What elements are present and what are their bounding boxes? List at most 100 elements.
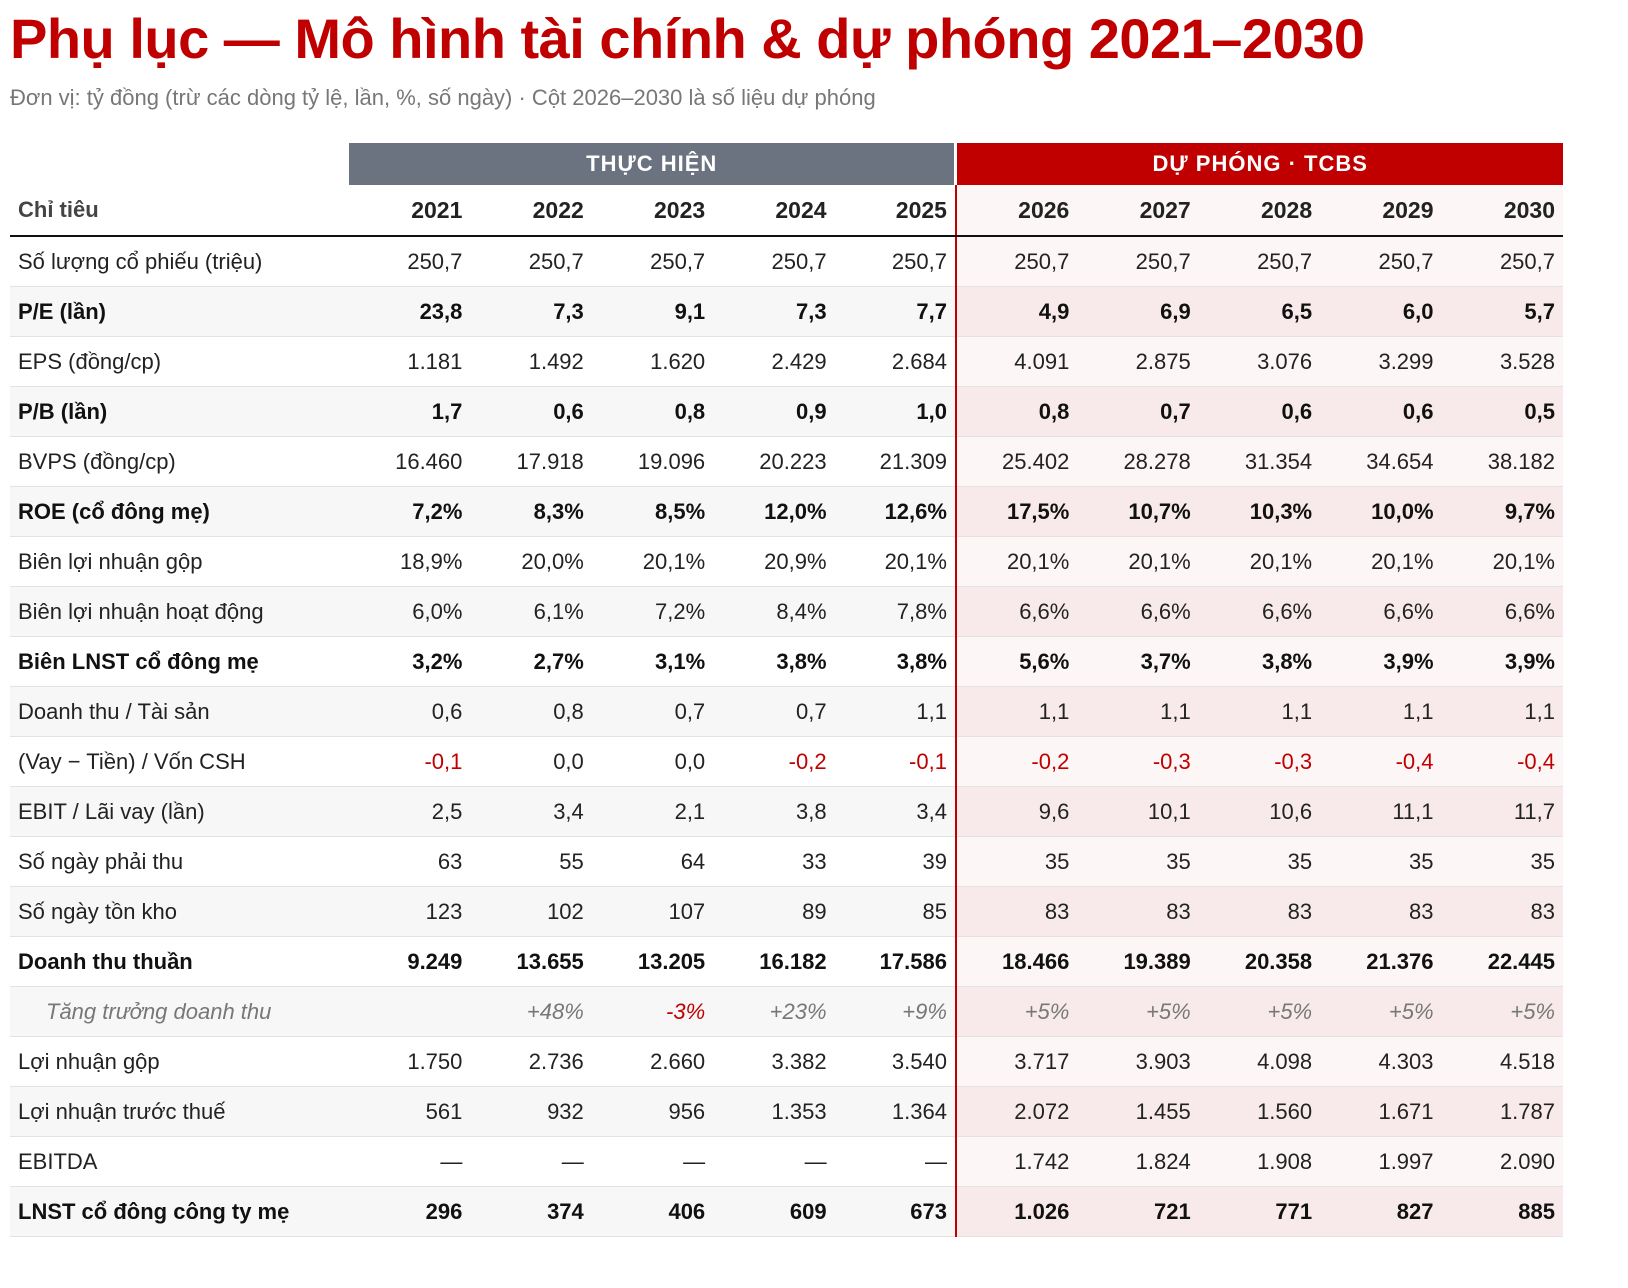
- value-cell: 1.742: [954, 1136, 1078, 1187]
- value-cell: 0,8: [954, 386, 1078, 437]
- value-cell: 6,6%: [954, 586, 1078, 637]
- value-cell: 11,1: [1320, 786, 1442, 837]
- value-cell: 250,7: [1441, 236, 1563, 287]
- value-cell: +5%: [1441, 986, 1563, 1037]
- value-cell: 885: [1441, 1186, 1563, 1237]
- value-cell: 250,7: [713, 236, 835, 287]
- value-cell: 7,2%: [591, 586, 714, 637]
- value-cell: 17.918: [470, 436, 592, 487]
- value-cell: 1,1: [1077, 686, 1199, 737]
- value-cell: 1.908: [1198, 1136, 1321, 1187]
- value-cell: 0,0: [591, 736, 714, 787]
- value-cell: 31.354: [1198, 436, 1321, 487]
- value-cell: 17.586: [834, 936, 956, 987]
- value-cell: 0,9: [713, 386, 835, 437]
- value-cell: 83: [1320, 886, 1442, 937]
- value-cell: 85: [834, 886, 956, 937]
- value-cell: 123: [349, 886, 471, 937]
- value-cell: -0,1: [834, 736, 956, 787]
- value-cell: 2.736: [470, 1036, 592, 1087]
- row-label: Số lượng cổ phiếu (triệu): [10, 236, 349, 287]
- value-cell: 35: [1320, 836, 1442, 887]
- row-label: Doanh thu thuần: [10, 936, 349, 987]
- value-cell: 2.660: [591, 1036, 714, 1087]
- value-cell: 3,1%: [591, 636, 714, 687]
- value-cell: 6,0%: [349, 586, 471, 637]
- row-label: Biên lợi nhuận hoạt động: [10, 586, 349, 637]
- table-row: Tăng trưởng doanh thu +48% -3% +23% +9% +5% +5…: [10, 986, 1563, 1037]
- value-cell: 1.492: [470, 336, 592, 387]
- value-cell: +5%: [1320, 986, 1442, 1037]
- column-header-row: Chỉ tiêu 2021 2022 2023 2024 2025 2026 2027 2028…: [10, 185, 1563, 237]
- value-cell: 4.518: [1441, 1036, 1563, 1087]
- subtitle: Đơn vị: tỷ đồng (trừ các dòng tỷ lệ, lần…: [10, 85, 876, 110]
- value-cell: 7,2%: [349, 486, 471, 537]
- table-row: ROE (cổ đông mẹ) 7,2% 8,3% 8,5% 12,0% 12,6% 17…: [10, 486, 1563, 537]
- value-cell: 932: [470, 1086, 592, 1137]
- row-label: Số ngày phải thu: [10, 836, 349, 887]
- value-cell: 8,4%: [713, 586, 835, 637]
- value-cell: 3,9%: [1441, 636, 1563, 687]
- value-cell: 1,1: [1198, 686, 1321, 737]
- value-cell: 1,1: [834, 686, 956, 737]
- blank: [10, 143, 349, 185]
- value-cell: 374: [470, 1186, 592, 1237]
- value-cell: 35: [1198, 836, 1321, 887]
- row-label: Tăng trưởng doanh thu: [10, 986, 349, 1037]
- value-cell: 12,6%: [834, 486, 956, 537]
- value-cell: 2,1: [591, 786, 714, 837]
- table-row: BVPS (đồng/cp) 16.460 17.918 19.096 20.223 21…: [10, 436, 1563, 487]
- value-cell: -0,4: [1441, 736, 1563, 787]
- value-cell: 0,7: [1077, 386, 1199, 437]
- value-cell: 7,3: [713, 286, 835, 337]
- value-cell: 3.299: [1320, 336, 1442, 387]
- value-cell: 3,8%: [713, 636, 835, 687]
- value-cell: 2,5: [349, 786, 471, 837]
- value-cell: 0,6: [470, 386, 592, 437]
- value-cell: 250,7: [834, 236, 956, 287]
- table-row: Biên lợi nhuận hoạt động 6,0% 6,1% 7,2% 8,4%…: [10, 586, 1563, 637]
- value-cell: 9,1: [591, 286, 714, 337]
- value-cell: -3%: [591, 986, 714, 1037]
- value-cell: 1,0: [834, 386, 956, 437]
- value-cell: 2,7%: [470, 636, 592, 687]
- value-cell: +23%: [713, 986, 835, 1037]
- table-row: Doanh thu thuần 9.249 13.655 13.205 16.182 17…: [10, 936, 1563, 987]
- row-label: LNST cổ đông công ty mẹ: [10, 1186, 349, 1237]
- value-cell: 83: [954, 886, 1078, 937]
- value-cell: 8,3%: [470, 486, 592, 537]
- value-cell: 2.072: [954, 1086, 1078, 1137]
- year-header: 2023: [591, 185, 714, 237]
- financial-table: THỰC HIỆN DỰ PHÓNG · TCBS Chỉ tiêu 2021 20…: [10, 143, 1563, 1237]
- value-cell: —: [349, 1136, 471, 1187]
- empty-cell: [349, 986, 471, 1037]
- value-cell: 0,6: [349, 686, 471, 737]
- value-cell: 20.223: [713, 436, 835, 487]
- row-label: (Vay − Tiền) / Vốn CSH: [10, 736, 349, 787]
- value-cell: 5,6%: [954, 636, 1078, 687]
- value-cell: 28.278: [1077, 436, 1199, 487]
- value-cell: 33: [713, 836, 835, 887]
- value-cell: 63: [349, 836, 471, 887]
- value-cell: 6,0: [1320, 286, 1442, 337]
- value-cell: 561: [349, 1086, 471, 1137]
- value-cell: 827: [1320, 1186, 1442, 1237]
- value-cell: 771: [1198, 1186, 1321, 1237]
- table-row: (Vay − Tiền) / Vốn CSH -0,1 0,0 0,0 -0,2 -0,1…: [10, 736, 1563, 787]
- value-cell: -0,2: [713, 736, 835, 787]
- value-cell: 18.466: [954, 936, 1078, 987]
- value-cell: -0,1: [349, 736, 471, 787]
- value-cell: 20,0%: [470, 536, 592, 587]
- value-cell: 18,9%: [349, 536, 471, 587]
- table-row: Biên lợi nhuận gộp 18,9% 20,0% 20,1% 20,9% 20…: [10, 536, 1563, 587]
- value-cell: 3.717: [954, 1036, 1078, 1087]
- value-cell: 38.182: [1441, 436, 1563, 487]
- value-cell: 5,7: [1441, 286, 1563, 337]
- table-row: EBITDA — — — — —1.742 1.824 1.908 1.997 2.090: [10, 1136, 1563, 1187]
- value-cell: 0,6: [1320, 386, 1442, 437]
- value-cell: 6,6%: [1441, 586, 1563, 637]
- year-header: 2022: [470, 185, 592, 237]
- value-cell: 2.090: [1441, 1136, 1563, 1187]
- table-row: Số ngày tồn kho 123 102 107 89 85 83 83 83 83 83: [10, 886, 1563, 937]
- table-row: Lợi nhuận gộp 1.750 2.736 2.660 3.382 3.540 3.…: [10, 1036, 1563, 1087]
